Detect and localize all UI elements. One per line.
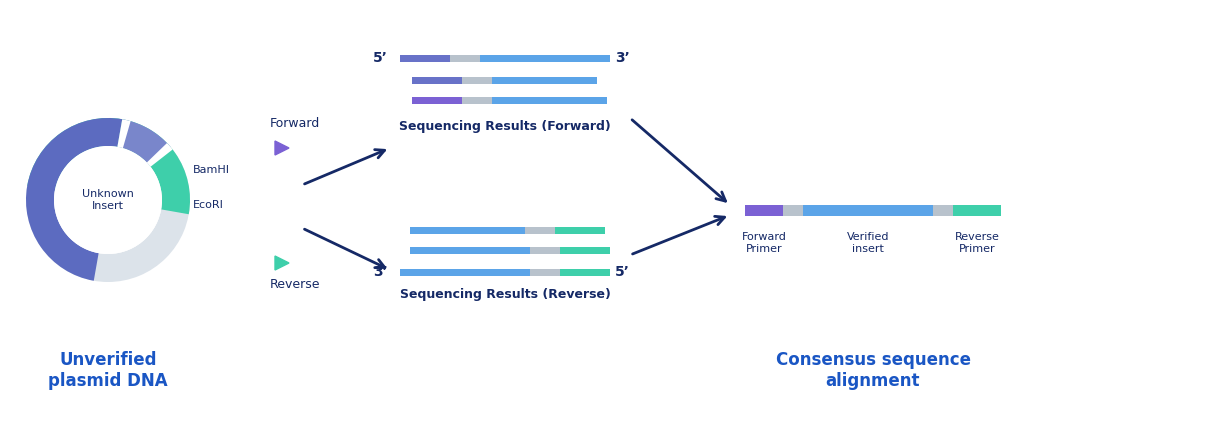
Bar	[400, 54, 451, 62]
Wedge shape	[26, 118, 122, 281]
Bar	[400, 268, 531, 276]
Bar	[560, 268, 611, 276]
Bar	[412, 76, 462, 84]
Text: Unverified
plasmid DNA: Unverified plasmid DNA	[48, 351, 167, 390]
Bar	[480, 54, 611, 62]
Text: 5’: 5’	[373, 51, 388, 65]
Bar	[410, 246, 531, 254]
Wedge shape	[26, 118, 190, 282]
Bar	[803, 205, 933, 216]
Wedge shape	[117, 119, 171, 165]
Polygon shape	[275, 256, 289, 270]
Bar	[783, 205, 803, 216]
Text: 3’: 3’	[616, 51, 630, 65]
Bar	[492, 97, 607, 103]
Text: Forward
Primer: Forward Primer	[741, 232, 787, 254]
Bar	[745, 205, 783, 216]
Bar	[953, 205, 1001, 216]
Bar	[462, 76, 492, 84]
Bar	[560, 246, 611, 254]
Text: Sequencing Results (Forward): Sequencing Results (Forward)	[399, 120, 611, 133]
Text: BamHI: BamHI	[193, 165, 230, 175]
Text: Reverse
Primer: Reverse Primer	[954, 232, 1000, 254]
Bar	[410, 227, 524, 233]
Text: EcoRI: EcoRI	[193, 200, 224, 210]
Bar	[933, 205, 953, 216]
Text: Verified
insert: Verified insert	[847, 232, 889, 254]
Text: 5’: 5’	[616, 265, 630, 279]
Text: Forward: Forward	[270, 117, 320, 130]
Polygon shape	[275, 141, 289, 155]
Text: Reverse: Reverse	[270, 278, 320, 291]
Text: Sequencing Results (Reverse): Sequencing Results (Reverse)	[400, 288, 611, 301]
Wedge shape	[27, 118, 190, 214]
Text: 3’: 3’	[373, 265, 388, 279]
Bar	[555, 227, 604, 233]
Wedge shape	[117, 119, 130, 148]
Circle shape	[54, 146, 162, 254]
Bar	[492, 76, 597, 84]
Bar	[451, 54, 480, 62]
Wedge shape	[146, 143, 172, 167]
Bar	[531, 246, 560, 254]
Bar	[412, 97, 462, 103]
Bar	[524, 227, 555, 233]
Bar	[531, 268, 560, 276]
Text: Consensus sequence
alignment: Consensus sequence alignment	[776, 351, 970, 390]
Bar	[462, 97, 492, 103]
Text: Unknown
Insert: Unknown Insert	[82, 189, 134, 211]
